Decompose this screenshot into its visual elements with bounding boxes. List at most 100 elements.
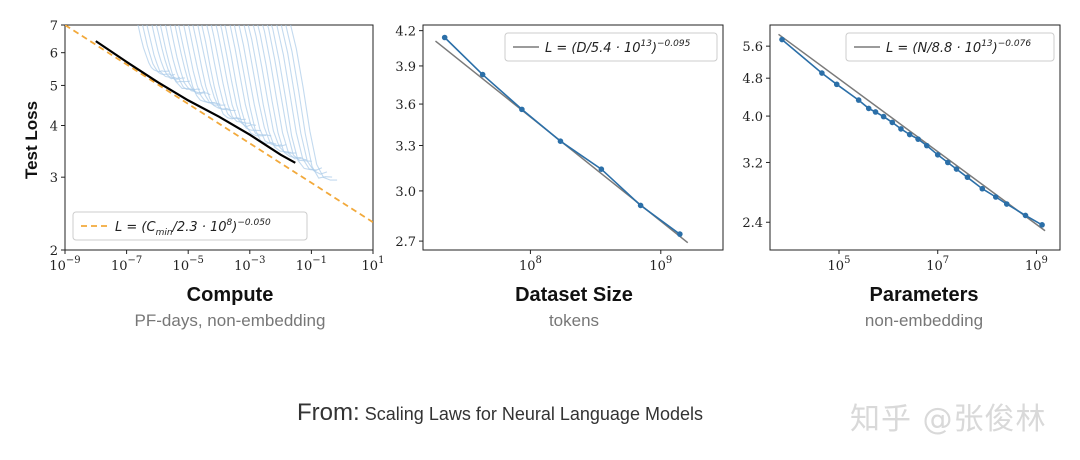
x-tick-label: 107 <box>926 255 949 274</box>
watermark: 知乎 @张俊林 <box>850 402 1047 437</box>
fit-line <box>65 25 373 224</box>
learning-curve <box>187 25 226 106</box>
axes-frame <box>769 24 1061 251</box>
data-point <box>1022 212 1029 219</box>
learning-curves <box>65 25 373 224</box>
learning-curve <box>137 25 170 73</box>
x-tick-label: 10−1 <box>296 255 327 274</box>
y-axis-label: Test Loss <box>22 101 41 179</box>
chart-subtitle-dataset: tokens <box>548 311 600 330</box>
y-tick-label: 4.0 <box>742 110 763 125</box>
learning-curve <box>285 25 333 179</box>
data-point <box>779 36 785 43</box>
data-point <box>915 136 921 142</box>
data-point <box>872 109 879 115</box>
source-prefix: From: <box>297 399 360 426</box>
legend: L = (D/5.4 · 1013)−0.095 <box>504 32 718 62</box>
learning-curve <box>201 25 241 120</box>
y-tick-label: 5 <box>50 79 58 94</box>
x-tick-label: 10−3 <box>234 255 265 274</box>
chart-compute: Test Loss 2 3 4 5 6 7 10−9 10−7 10−5 10−3 10−1 101 L… <box>22 19 384 274</box>
chart-title-dataset: Dataset Size <box>515 284 633 306</box>
legend-box <box>504 32 718 62</box>
data-point <box>953 166 960 172</box>
chart-dataset-size: 2.7 3.0 3.3 3.6 3.9 4.2 108 109 L = (D/5.4 · 101… <box>395 24 724 274</box>
learning-curve <box>243 25 287 147</box>
data-point <box>833 81 840 88</box>
learning-curve <box>192 25 231 111</box>
y-tick-label: 3.3 <box>395 140 416 155</box>
y-tick-label: 2.4 <box>742 216 763 231</box>
data-point <box>906 131 913 138</box>
learning-curve <box>266 25 312 162</box>
y-tick-label: 2 <box>50 244 58 259</box>
data-point <box>598 166 605 172</box>
y-tick-label: 4.2 <box>395 25 416 40</box>
learning-curve <box>164 25 201 92</box>
learning-curve <box>247 25 292 154</box>
data-point <box>964 174 971 181</box>
y-tick-label: 4 <box>50 120 58 135</box>
learning-curve <box>270 25 317 171</box>
learning-curve <box>197 25 236 112</box>
learning-curve <box>238 25 282 147</box>
x-tick-label: 10−9 <box>49 255 80 274</box>
y-tick-label: 3.6 <box>395 98 416 113</box>
x-tick-label: 109 <box>1025 255 1048 274</box>
fit-line <box>778 33 1046 232</box>
chart-parameters: 2.4 3.2 4.0 4.8 5.6 105 107 109 L = (N/8.8 · 101… <box>742 24 1061 274</box>
data-point <box>441 34 448 41</box>
source-caption: From: Scaling Laws for Neural Language M… <box>0 399 1000 427</box>
x-tick-label: 109 <box>649 255 672 274</box>
y-tick-label: 2.7 <box>395 235 416 250</box>
legend-label: L = (N/8.8 · 1013)−0.076 <box>886 39 1031 56</box>
data-point <box>979 185 986 192</box>
learning-curve <box>142 25 176 77</box>
data-point <box>992 194 999 200</box>
source-text: Scaling Laws for Neural Language Models <box>364 404 703 424</box>
learning-curve <box>155 25 191 83</box>
y-tick-label: 3 <box>50 171 58 186</box>
legend: L = (N/8.8 · 1013)−0.076 <box>845 32 1055 62</box>
learning-curve <box>178 25 216 104</box>
data-point <box>898 126 904 132</box>
data-point <box>880 113 887 120</box>
legend-label: L = (Cmin/2.3 · 108)−0.050 <box>115 218 271 238</box>
learning-curve <box>151 25 185 80</box>
legend-box <box>845 32 1055 62</box>
data-point <box>479 71 486 78</box>
chart-subtitle-parameters: non-embedding <box>864 311 984 330</box>
axes-frame <box>422 24 724 251</box>
data-point <box>923 142 930 149</box>
data-point <box>637 202 644 209</box>
data-point <box>945 159 951 166</box>
data-point <box>519 106 525 113</box>
y-tick-label: 5.6 <box>742 40 763 55</box>
learning-curve <box>280 25 328 175</box>
data-point <box>934 152 941 158</box>
axes-frame <box>64 24 374 251</box>
x-tick-label: 108 <box>519 255 542 274</box>
learning-curve <box>210 25 251 124</box>
learning-curve <box>215 25 257 128</box>
chart-subtitle-compute: PF-days, non-embedding <box>134 311 326 330</box>
learning-curve <box>257 25 302 159</box>
learning-curve <box>220 25 262 132</box>
learning-curve <box>276 25 323 172</box>
learning-curve <box>174 25 211 96</box>
data-line <box>444 36 681 235</box>
learning-curve <box>169 25 206 94</box>
legend-label: L = (D/5.4 · 1013)−0.095 <box>545 39 691 56</box>
chart-title-parameters: Parameters <box>869 284 979 306</box>
learning-curve <box>206 25 246 121</box>
data-point <box>677 231 683 237</box>
learning-curve <box>146 25 181 80</box>
data-point <box>1003 201 1010 207</box>
x-tick-label: 10−7 <box>111 255 142 274</box>
frontier-line <box>95 40 296 164</box>
data-point <box>1039 222 1045 228</box>
chart-title-compute: Compute <box>186 284 274 306</box>
legend: L = (Cmin/2.3 · 108)−0.050 <box>72 211 308 241</box>
y-tick-label: 3.2 <box>742 156 763 171</box>
